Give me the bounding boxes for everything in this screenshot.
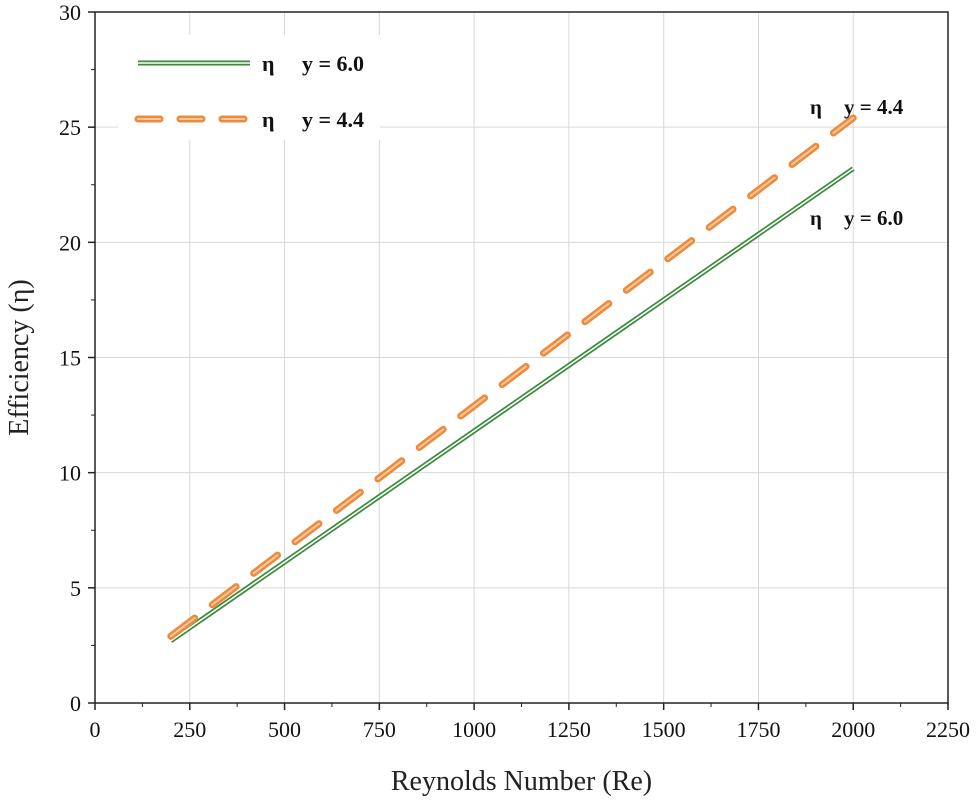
annotation-symbol-1: η bbox=[810, 206, 822, 230]
y-tick-label: 10 bbox=[59, 461, 81, 486]
y-tick-label: 20 bbox=[59, 230, 81, 255]
y-tick-label: 0 bbox=[70, 691, 81, 716]
series-line-0-highlight bbox=[170, 167, 854, 642]
x-tick-label: 2250 bbox=[926, 717, 970, 742]
x-tick-label: 250 bbox=[173, 717, 206, 742]
x-tick-label: 1750 bbox=[736, 717, 780, 742]
x-tick-label: 750 bbox=[363, 717, 396, 742]
series-lines bbox=[167, 114, 857, 643]
x-tick-label: 500 bbox=[268, 717, 301, 742]
annotation-label-0: y = 4.4 bbox=[844, 95, 904, 119]
line-annotations: η y = 4.4 η y = 6.0 bbox=[810, 95, 904, 230]
legend-label-1: y = 4.4 bbox=[302, 107, 364, 132]
axis-ticks: 0 250 500 750 1000 1250 1500 1750 2000 2250 0 5 10 15… bbox=[59, 0, 970, 742]
x-tick-label: 0 bbox=[90, 717, 101, 742]
annotation-symbol-0: η bbox=[810, 95, 822, 119]
x-tick-label: 1250 bbox=[547, 717, 591, 742]
legend-symbol-1: η bbox=[262, 107, 275, 132]
legend-label-0: y = 6.0 bbox=[302, 51, 364, 76]
x-tick-label: 1500 bbox=[642, 717, 686, 742]
annotation-label-1: y = 6.0 bbox=[844, 206, 903, 230]
x-tick-label: 2000 bbox=[831, 717, 875, 742]
legend-symbol-0: η bbox=[262, 51, 275, 76]
x-axis-title: Reynolds Number (Re) bbox=[391, 766, 652, 797]
series-line-1-highlight bbox=[169, 116, 855, 638]
y-axis-title: Efficiency (η) bbox=[4, 279, 35, 435]
y-tick-label: 5 bbox=[70, 576, 81, 601]
legend: η y = 6.0 η y = 4.4 bbox=[118, 35, 380, 140]
legend-box bbox=[118, 35, 380, 140]
x-tick-label: 1000 bbox=[452, 717, 496, 742]
y-tick-label: 25 bbox=[59, 115, 81, 140]
y-tick-label: 15 bbox=[59, 346, 81, 371]
y-tick-label: 30 bbox=[59, 0, 81, 25]
